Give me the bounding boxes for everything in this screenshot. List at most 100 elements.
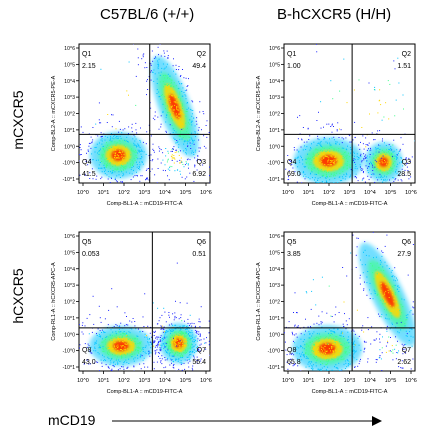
x-tick-label: 10^2 [118, 190, 130, 196]
y-tick-label: 10^6 [269, 46, 280, 52]
column-title-humanized: B-hCXCR5 (H/H) [277, 6, 392, 23]
y-tick-label: -10^1 [63, 177, 76, 183]
y-tick-label: 10^5 [269, 62, 280, 68]
quadrant-percentage: 2.15 [82, 63, 96, 70]
x-tick-label: 10^1 [303, 190, 315, 196]
x-tick-label: 10^5 [385, 378, 397, 384]
x-axis-arrow-head [372, 416, 382, 426]
quadrant-name: Q4 [287, 159, 296, 166]
y-tick-label: 10^0 [64, 332, 75, 338]
y-tick-label: 10^0 [269, 144, 280, 150]
quadrant-percentage: 56.4 [192, 359, 206, 366]
x-tick-label: 10^3 [139, 190, 151, 196]
quadrant-name: Q2 [402, 51, 411, 58]
y-tick-label: -10^1 [63, 365, 76, 371]
y-tick-label: 10^3 [64, 95, 75, 101]
panel-x-axis-label: Comp-BL1-A :: mCD19-FITC-A [107, 201, 183, 207]
quadrant-percentage: 1.00 [287, 63, 301, 70]
y-tick-label: 10^5 [269, 250, 280, 256]
x-tick-label: 10^6 [405, 378, 417, 384]
x-tick-label: 10^4 [159, 190, 171, 196]
x-axis-title: mCD19 [48, 412, 96, 428]
quadrant-percentage: 6.92 [192, 171, 206, 178]
quadrant-name: Q1 [287, 51, 296, 58]
y-tick-label: 10^6 [269, 234, 280, 240]
x-tick-label: 10^3 [344, 378, 356, 384]
panel-y-axis-label: Comp-RL1-A :: hCXCR5-APC-A [256, 262, 262, 341]
quadrant-percentage: 0.51 [192, 251, 206, 258]
flow-panel-3: Q5 0.053 Q6 0.51 Q7 56.4 Q8 43.0 10^0 10^1 10^2 10^… [51, 231, 212, 395]
y-tick-label: 10^6 [64, 234, 75, 240]
quadrant-name: Q7 [197, 347, 206, 354]
quadrant-name: Q5 [287, 239, 296, 246]
x-tick-label: 10^5 [180, 190, 192, 196]
x-tick-label: 10^2 [323, 378, 335, 384]
quadrant-name: Q8 [287, 347, 296, 354]
panel-x-axis-label: Comp-BL1-A :: mCD19-FITC-A [312, 201, 388, 207]
flow-panel-2: Q1 1.00 Q2 1.51 Q3 28.5 Q4 69.0 10^0 10^1 10^2 10^3… [256, 43, 417, 207]
y-tick-label: 10^5 [64, 250, 75, 256]
x-tick-label: 10^6 [405, 190, 417, 196]
quadrant-percentage: 43.0 [82, 359, 96, 366]
x-tick-label: 10^3 [344, 190, 356, 196]
quadrant-name: Q3 [197, 159, 206, 166]
quadrant-name: Q4 [82, 159, 91, 166]
panel-y-axis-label: Comp-RL1-A :: hCXCR5-APC-A [51, 262, 57, 341]
density-core [292, 325, 363, 371]
y-tick-label: 10^2 [269, 112, 280, 118]
y-tick-label: -10^0 [268, 349, 281, 355]
panel-y-axis-label: Comp-BL2-A :: mCXCR5-PE-A [256, 75, 262, 151]
x-tick-label: 10^5 [385, 190, 397, 196]
flow-panel-1: Q1 2.15 Q2 49.4 Q3 6.92 Q4 41.5 10^0 10^1 10^2 10^3… [51, 43, 212, 207]
y-tick-label: 10^4 [269, 267, 280, 273]
x-tick-label: 10^2 [118, 378, 130, 384]
quadrant-name: Q8 [82, 347, 91, 354]
quadrant-percentage: 28.5 [397, 171, 411, 178]
y-tick-label: 10^4 [64, 79, 75, 85]
quadrant-percentage: 1.51 [397, 63, 411, 70]
y-tick-label: 10^1 [269, 316, 280, 322]
event-cloud [285, 44, 415, 183]
y-tick-label: 10^4 [64, 267, 75, 273]
event-cloud [79, 44, 210, 183]
panel-y-axis-label: Comp-BL2-A :: mCXCR5-PE-A [51, 75, 57, 151]
x-tick-label: 10^4 [159, 378, 171, 384]
y-tick-label: 10^1 [64, 316, 75, 322]
x-tick-label: 10^0 [282, 190, 294, 196]
quadrant-name: Q7 [402, 347, 411, 354]
quadrant-percentage: 69.0 [287, 171, 301, 178]
y-tick-label: -10^0 [63, 161, 76, 167]
x-tick-label: 10^4 [364, 190, 376, 196]
y-tick-label: 10^5 [64, 62, 75, 68]
quadrant-percentage: 65.8 [287, 359, 301, 366]
panel-x-axis-label: Comp-BL1-A :: mCD19-FITC-A [312, 389, 388, 395]
quadrant-percentage: 0.053 [82, 251, 100, 258]
x-tick-label: 10^1 [98, 190, 110, 196]
x-tick-label: 10^3 [139, 378, 151, 384]
x-tick-label: 10^0 [77, 378, 89, 384]
x-tick-label: 10^1 [303, 378, 315, 384]
y-tick-label: -10^1 [268, 365, 281, 371]
event-cloud [284, 232, 415, 371]
y-tick-label: 10^1 [64, 128, 75, 134]
quadrant-percentage: 41.5 [82, 171, 96, 178]
y-tick-label: 10^2 [269, 300, 280, 306]
y-tick-label: 10^2 [64, 112, 75, 118]
y-tick-label: 10^0 [64, 144, 75, 150]
y-tick-label: 10^3 [64, 283, 75, 289]
quadrant-percentage: 2.62 [397, 359, 411, 366]
panel-x-axis-label: Comp-BL1-A :: mCD19-FITC-A [107, 389, 183, 395]
y-tick-label: 10^1 [269, 128, 280, 134]
quadrant-percentage: 49.4 [192, 63, 206, 70]
quadrant-name: Q6 [197, 239, 206, 246]
x-tick-label: 10^1 [98, 378, 110, 384]
quadrant-name: Q5 [82, 239, 91, 246]
event-cloud [79, 262, 210, 371]
y-tick-label: 10^4 [269, 79, 280, 85]
y-tick-label: -10^0 [268, 161, 281, 167]
y-tick-label: 10^3 [269, 95, 280, 101]
flow-panel-4: Q5 3.85 Q6 27.9 Q7 2.62 Q8 65.8 10^0 10^1 10^2 10^3… [256, 231, 417, 395]
column-title-wildtype: C57BL/6 (+/+) [100, 6, 195, 23]
quadrant-percentage: 3.85 [287, 251, 301, 258]
